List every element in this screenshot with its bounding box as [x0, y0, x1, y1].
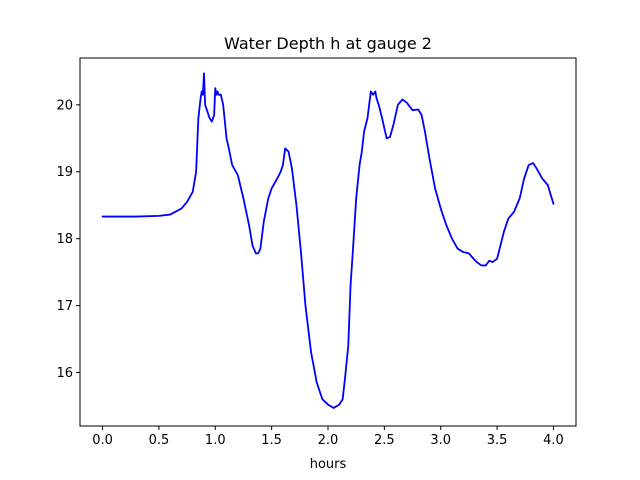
x-tick-label: 0.5 — [149, 433, 170, 448]
x-tick-label: 1.0 — [205, 433, 226, 448]
y-tick-label: 19 — [56, 165, 73, 180]
x-tick-label: 2.0 — [318, 433, 339, 448]
plot-area: 0.0 0.5 1.0 1.5 2.0 2.5 3.0 3.5 4.0 16 17 18 19 20 — [56, 57, 577, 448]
y-tick-label: 18 — [56, 232, 73, 247]
x-tick-label: 3.0 — [430, 433, 451, 448]
y-tick-label: 20 — [56, 98, 73, 113]
y-tick-label: 17 — [56, 299, 73, 314]
x-tick-label: 0.0 — [92, 433, 113, 448]
x-tick-label: 4.0 — [543, 433, 564, 448]
x-tick-label: 2.5 — [374, 433, 395, 448]
chart-title: Water Depth h at gauge 2 — [224, 34, 432, 53]
x-axis-label: hours — [310, 457, 347, 472]
x-tick-label: 1.5 — [261, 433, 282, 448]
x-tick-label: 3.5 — [487, 433, 508, 448]
y-tick-label: 16 — [56, 366, 73, 381]
series-line-0 — [101, 72, 555, 409]
